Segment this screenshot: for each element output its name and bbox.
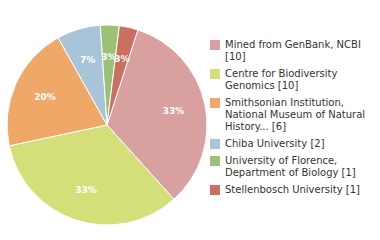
svg-text:33%: 33% xyxy=(75,185,97,195)
svg-text:7%: 7% xyxy=(80,55,95,65)
html-text:Mined from GenBank, NCBI [10]: Mined from GenBank, NCBI [10] xyxy=(225,39,361,62)
svg-text:3%: 3% xyxy=(101,52,117,62)
svg-text:20%: 20% xyxy=(34,92,56,102)
svg-text:33%: 33% xyxy=(163,106,185,116)
html-text:University of Florence, Depart: University of Florence, Department of Bi… xyxy=(225,155,356,178)
html-text:Smithsonian Institution, Natio: Smithsonian Institution, National Museum… xyxy=(225,97,366,132)
html-text:Chiba University [2]: Chiba University [2] xyxy=(225,138,325,149)
html-text:Centre for Biodiversity Genomi: Centre for Biodiversity Genomics [10] xyxy=(225,68,338,91)
html-text:Stellenbosch University [1]: Stellenbosch University [1] xyxy=(225,184,360,195)
svg-text:3%: 3% xyxy=(114,54,129,64)
